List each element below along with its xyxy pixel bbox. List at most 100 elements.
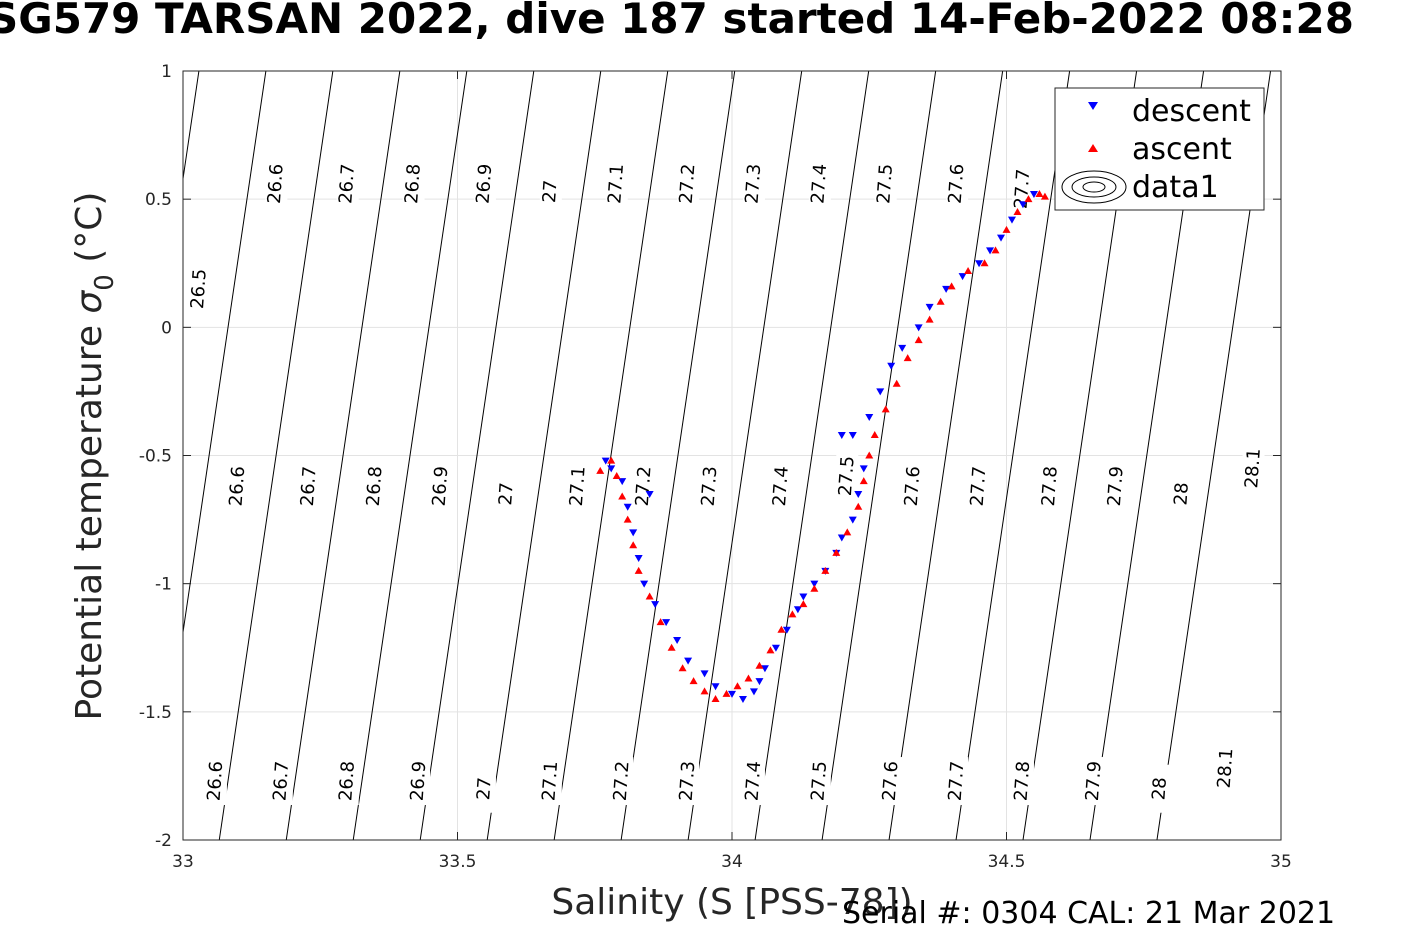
- isopycnal-label: 27.7: [967, 466, 991, 507]
- descent-point: [618, 478, 627, 486]
- y-tick-label: 0.5: [145, 190, 172, 210]
- ascent-point: [733, 682, 742, 690]
- descent-point: [749, 688, 758, 696]
- isopycnal-label: 27.5: [807, 760, 831, 801]
- isopycnal-label: 27: [473, 777, 496, 801]
- descent-point: [640, 580, 649, 588]
- legend-ascent-label: ascent: [1132, 132, 1232, 167]
- descent-point: [684, 657, 693, 665]
- isopycnal-label: 27.7: [945, 760, 969, 801]
- descent-point: [997, 234, 1006, 242]
- ascent-point: [936, 297, 945, 305]
- ascent-point: [744, 674, 753, 682]
- isopycnal-label-bg: [473, 764, 496, 813]
- isopycnal-line: [754, 71, 870, 840]
- descent-point: [865, 414, 874, 422]
- isopycnal-label-bg: [336, 159, 359, 208]
- ascent-point: [700, 687, 709, 695]
- isopycnal-label: 26.7: [269, 760, 293, 801]
- y-tick-label: -0.5: [139, 447, 172, 467]
- descent-point: [629, 529, 638, 537]
- isopycnal-line: [687, 71, 803, 840]
- isopycnal-label-bg: [605, 159, 628, 208]
- descent-point: [887, 362, 896, 370]
- isopycnal-line: [218, 71, 334, 840]
- legend: descent ascent data1: [1054, 87, 1265, 211]
- ascent-point: [629, 541, 638, 549]
- isopycnal-label: 28: [1170, 482, 1193, 506]
- y-tick-label: -1.5: [139, 703, 172, 723]
- legend-descent-marker: [1088, 102, 1098, 110]
- isopycnal-label-bg: [495, 469, 518, 518]
- isopycnal-label-bg: [473, 159, 496, 208]
- isopycnal-label: 26.7: [297, 466, 321, 507]
- isopycnal-label-bg: [336, 757, 359, 806]
- isopycnal-label-bg: [1039, 462, 1062, 511]
- y-tick-label: 0: [161, 318, 172, 338]
- ascent-point: [1035, 190, 1044, 198]
- ascent-point: [947, 282, 956, 290]
- isopycnal-label-bg: [408, 757, 431, 806]
- descent-point: [1018, 201, 1027, 209]
- isopycnal-label-bg: [808, 757, 831, 806]
- legend-data1-marker: [1061, 170, 1127, 204]
- isopycnal-line: [352, 71, 468, 840]
- isopycnal-label: 26.9: [407, 760, 431, 801]
- ascent-point: [777, 625, 786, 633]
- isopycnal-label-bg: [204, 757, 227, 806]
- ascent-point: [832, 548, 841, 556]
- isopycnal-label-bg: [946, 757, 969, 806]
- isopycnal-label: 27.6: [945, 163, 969, 204]
- isopycnal-label-bg: [1083, 757, 1106, 806]
- isopycnal-label-bg: [270, 757, 293, 806]
- ascent-point: [711, 695, 720, 703]
- isopycnal-label: 28.1: [1214, 747, 1238, 788]
- descent-point: [607, 465, 616, 473]
- isopycnal-label-bg: [265, 159, 288, 208]
- isopycnal-label-bg: [1242, 444, 1265, 493]
- isopycnal-label: 27.6: [901, 466, 925, 507]
- isopycnal-label-bg: [677, 159, 700, 208]
- ascent-point: [766, 646, 775, 654]
- isopycnal-line: [888, 71, 1004, 840]
- isopycnal-label: 27.9: [1104, 466, 1128, 507]
- y-axis-label-main: Potential temperature: [69, 314, 110, 721]
- isopycnal-line: [486, 71, 602, 840]
- descent-point: [651, 601, 660, 609]
- legend-descent-label: descent: [1132, 94, 1251, 129]
- isopycnal-label: 27.1: [538, 760, 562, 801]
- isopycnal-label-bg: [1149, 764, 1172, 813]
- isopycnal-label-bg: [902, 462, 925, 511]
- descent-point: [755, 678, 764, 686]
- isopycnal-label-bg: [699, 462, 722, 511]
- ascent-point: [1002, 225, 1011, 233]
- isopycnal-label: 27.2: [610, 760, 634, 801]
- descent-point: [859, 465, 868, 473]
- isopycnal-label: 27.5: [835, 455, 859, 496]
- y-tick-label: -2: [155, 831, 172, 851]
- isopycnal-label-bg: [430, 462, 453, 511]
- isopycnal-label-bg: [188, 264, 211, 313]
- isopycnal-label-bg: [770, 462, 793, 511]
- ascent-point: [612, 472, 621, 480]
- y-tick-label: -1: [155, 575, 172, 595]
- isopycnal-line: [183, 71, 200, 183]
- x-tick-label: 33: [172, 852, 194, 872]
- ascent-point: [925, 315, 934, 323]
- isopycnal-label-bg: [633, 462, 656, 511]
- descent-point: [645, 490, 654, 498]
- descent-point: [793, 606, 802, 614]
- isopycnal-label: 27.5: [873, 163, 897, 204]
- ascent-point: [755, 661, 764, 669]
- descent-point: [634, 555, 643, 563]
- descent-point: [782, 626, 791, 634]
- isopycnal-line: [419, 71, 535, 840]
- y-axis-label-sigma: σ: [69, 290, 110, 314]
- isopycnal-label: 27.1: [566, 466, 590, 507]
- isopycnal-label-bg: [539, 757, 562, 806]
- descent-point: [958, 273, 967, 281]
- x-axis-label: Salinity (S [PSS-78]): [551, 882, 912, 923]
- ascent-point: [881, 405, 890, 413]
- descent-point: [848, 431, 857, 439]
